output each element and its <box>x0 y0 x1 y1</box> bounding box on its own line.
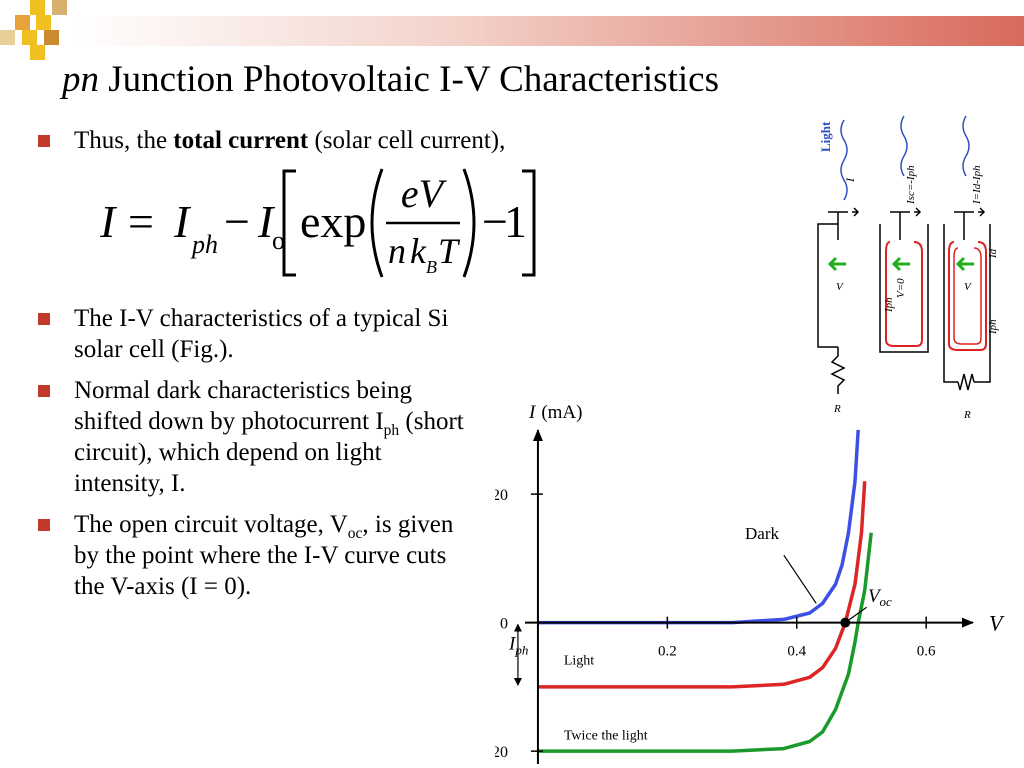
resistor-label-1: R <box>833 403 841 415</box>
bullet-list-top: Thus, the total current (solar cell curr… <box>36 125 696 156</box>
resistor-label-3: R <box>963 409 971 421</box>
legend-label-twice-the-light: Twice the light <box>564 729 648 744</box>
bullet-total-current: Thus, the total current (solar cell curr… <box>36 125 696 156</box>
formula-den-k: k <box>410 231 427 271</box>
formula-kb-sub: B <box>426 257 437 277</box>
circuit-1-wire <box>817 223 838 348</box>
bullet-dark-characteristics: Normal dark characteristics being shifte… <box>36 375 476 499</box>
light-wave-3 <box>962 115 970 177</box>
photocurrent-arrow-3 <box>955 256 974 272</box>
formula-paren-right <box>462 168 476 278</box>
y-tick-label-0: 20 <box>495 487 508 504</box>
series-line-twice-the-light <box>537 532 873 753</box>
series-line-dark <box>537 429 860 625</box>
iph-label-2: Iph <box>883 297 895 313</box>
formula-o-sub: o <box>272 226 285 255</box>
formula-minus: − <box>224 196 250 247</box>
circuit-3-wire <box>943 224 991 383</box>
formula-paren-left <box>370 168 384 278</box>
slide-title: pn Junction Photovoltaic I-V Characteris… <box>62 59 719 101</box>
formula-iph: I <box>173 196 192 247</box>
title-italic: pn <box>62 59 99 100</box>
formula-ph-sub: ph <box>190 230 218 259</box>
y-tick-label-1: 0 <box>500 616 508 633</box>
x-tick-label-2: 0.6 <box>917 644 936 660</box>
formula-numerator: eV <box>401 171 448 216</box>
formula-io: I <box>257 196 276 247</box>
legend-label-light: Light <box>564 653 594 668</box>
voltage-label-3: V <box>964 281 972 293</box>
legend-label-dark: Dark <box>745 524 779 543</box>
voltage-label-2: V=0 <box>895 278 907 298</box>
formula-one: 1 <box>504 196 527 247</box>
circuit-1-resistor <box>830 347 846 394</box>
series-line-light <box>537 481 867 689</box>
iph-label-3: Iph <box>987 319 999 335</box>
x-axis-label: V <box>989 611 1005 636</box>
photocurrent-loop-3 <box>948 241 987 351</box>
x-tick-label-1: 0.4 <box>787 644 806 660</box>
voc-label: Voc <box>868 586 892 609</box>
bold-total-current: total current <box>173 127 309 154</box>
y-axis-label: I (mA) <box>528 402 582 423</box>
formula-exp: exp <box>300 196 366 247</box>
dark-leader-line <box>783 554 817 604</box>
iv-characteristics-chart: 0.2 0.4 0.6 20 0 −20 I(mA) V Dark Light Twice… <box>495 402 1005 764</box>
bullet-iv-characteristics: The I-V characteristics of a typical Si … <box>36 303 476 365</box>
current-label-i: I <box>843 177 857 183</box>
id-label: Id <box>987 248 999 259</box>
dark-current-loop-3 <box>953 247 982 345</box>
formula-equals: = <box>128 196 154 247</box>
circuit-3-diode <box>954 207 986 240</box>
current-label-isc: Isc=-Iph <box>905 165 917 205</box>
bullet-list-main: The I-V characteristics of a typical Si … <box>36 303 476 612</box>
formula-den-t: T <box>438 231 461 271</box>
formula-lhs: I <box>100 196 118 247</box>
current-label-itotal: I=Id-Iph <box>971 165 983 205</box>
voltage-label-1: V <box>836 281 844 293</box>
formula-minus-2: − <box>482 196 508 247</box>
photocurrent-arrow-2 <box>891 256 910 272</box>
header-gradient-bar <box>70 16 1024 46</box>
voc-point <box>840 617 851 628</box>
circuit-2-wire <box>879 224 929 353</box>
formula-bracket-right <box>522 169 536 277</box>
x-tick-label-0: 0.2 <box>658 644 677 660</box>
formula-den-n: n <box>388 231 406 271</box>
solar-cell-circuit-diagram: Light I Isc=-Iph I=Id-Iph V V=0 V Iph Ip… <box>817 115 999 421</box>
light-wave-1 <box>840 119 848 201</box>
light-wave-2 <box>900 115 908 177</box>
photocurrent-loop-2 <box>885 241 923 347</box>
iph-label: Iph <box>508 634 528 658</box>
formula-bracket-left <box>282 169 296 277</box>
total-current-formula: I I I = − ph o exp eV n k T B − 1 <box>100 168 536 278</box>
voc-leader-line <box>848 606 867 621</box>
title-rest: Junction Photovoltaic I-V Characteristic… <box>99 59 719 100</box>
circuit-2-diode <box>890 207 922 240</box>
circuit-3-resistor <box>957 373 975 391</box>
corner-decoration <box>0 0 67 60</box>
circuit-1-diode <box>828 207 860 240</box>
light-label: Light <box>818 121 833 152</box>
y-tick-label-2: −20 <box>495 744 508 761</box>
photocurrent-arrow-1 <box>827 256 846 272</box>
bullet-open-circuit-voltage: The open circuit voltage, Voc, is given … <box>36 509 476 602</box>
